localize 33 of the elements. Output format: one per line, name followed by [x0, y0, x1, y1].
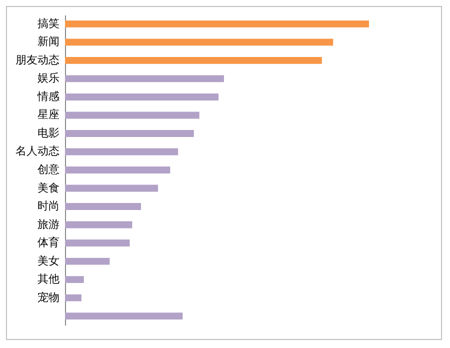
bar: [65, 20, 369, 28]
y-tick-label: 旅游: [38, 218, 60, 231]
y-tick-label: 电影: [38, 126, 60, 140]
bar: [65, 112, 200, 119]
bar: [65, 94, 219, 100]
bar: [65, 258, 110, 265]
y-tick-label: 星座: [38, 108, 60, 122]
y-tick-label: 宠物: [38, 290, 60, 304]
bar: [65, 240, 130, 246]
y-tick-label: 其他: [38, 272, 60, 286]
bar: [65, 203, 141, 210]
bar: [65, 166, 170, 174]
y-tick-label: 娱乐: [38, 72, 60, 85]
y-tick-label: 体育: [38, 236, 60, 250]
bar: [65, 38, 334, 46]
bar: [65, 184, 158, 192]
y-tick-label: 美食: [38, 181, 60, 194]
y-tick-label: 美女: [38, 254, 60, 268]
bar: [65, 56, 322, 64]
y-tick-label: 朋友动态: [16, 53, 60, 66]
y-tick-label: 创意: [38, 163, 60, 176]
bar: [65, 75, 224, 82]
y-tick-label: 新闻: [38, 35, 60, 48]
bar: [65, 130, 194, 137]
bar: [65, 294, 82, 302]
bar: [65, 148, 178, 156]
y-tick-label: 情感: [36, 90, 60, 103]
bar: [65, 312, 183, 320]
y-tick-label: 名人动态: [16, 144, 60, 158]
bar: [65, 221, 132, 228]
bar: [65, 276, 84, 284]
y-tick-label: 时尚: [38, 200, 60, 213]
y-tick-label: 搞笑: [38, 16, 60, 30]
